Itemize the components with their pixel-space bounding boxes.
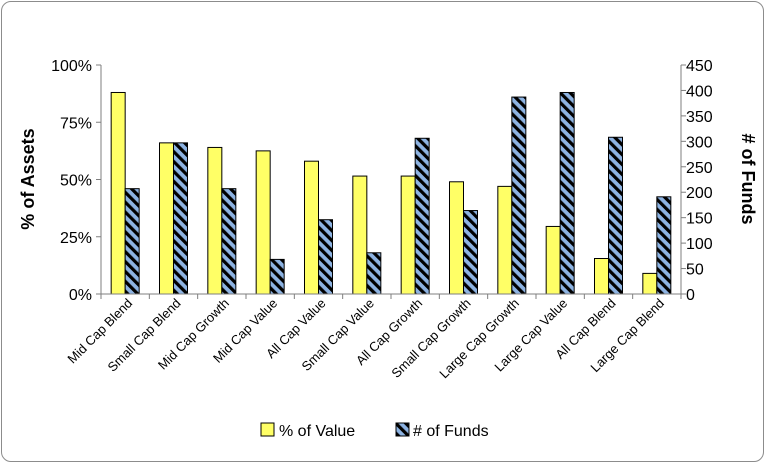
bar-value-9 (545, 225, 561, 295)
bar-funds-2 (221, 188, 237, 295)
bar-value-11 (642, 272, 658, 295)
axes-layer (100, 65, 682, 299)
bar-value-8 (497, 185, 513, 295)
bar-funds-8 (511, 96, 527, 295)
right-tick-label-2: 100 (686, 236, 713, 253)
bar-funds-1 (173, 142, 188, 295)
bar-value-6 (400, 175, 416, 295)
bar-funds-0 (124, 188, 140, 295)
bars-layer (110, 91, 672, 295)
right-tick-label-1: 50 (686, 262, 704, 279)
right-axis-title: # of Funds (738, 134, 758, 225)
legend-swatch-value (260, 422, 275, 437)
bar-value-3 (255, 150, 271, 295)
right-tick-label-6: 300 (686, 134, 713, 151)
legend-label-funds: # of Funds (413, 423, 489, 440)
legend: % of Value # of Funds (260, 422, 489, 440)
bar-value-10 (594, 258, 609, 295)
right-tick-label-5: 250 (686, 160, 713, 177)
bar-funds-9 (559, 91, 575, 295)
bar-value-1 (159, 142, 174, 295)
bar-value-7 (449, 181, 464, 295)
left-tick-label-4: 100% (51, 58, 92, 75)
bar-funds-4 (318, 219, 333, 295)
bar-funds-5 (366, 252, 382, 295)
bar-value-2 (207, 146, 223, 295)
left-axis-title: % of Assets (18, 128, 38, 229)
right-tick-label-8: 400 (686, 83, 713, 100)
left-tick-label-2: 50% (60, 173, 92, 190)
left-tick-label-1: 25% (60, 230, 92, 247)
bar-value-0 (110, 91, 126, 295)
bar-funds-7 (463, 210, 478, 295)
bar-funds-10 (608, 136, 623, 295)
legend-swatch-funds (395, 422, 410, 437)
bar-value-5 (352, 175, 368, 295)
legend-label-value: % of Value (279, 423, 355, 440)
right-tick-label-4: 200 (686, 185, 713, 202)
right-tick-label-9: 450 (686, 58, 713, 75)
left-axis-ticks: 0% 25% 50% 75% 100% (51, 58, 101, 304)
bar-funds-3 (269, 258, 285, 295)
bar-value-4 (304, 160, 319, 295)
right-axis-ticks: 0 50 100 150 200 250 300 350 400 450 (681, 58, 713, 304)
bar-funds-11 (656, 196, 672, 295)
right-tick-label-3: 150 (686, 211, 713, 228)
left-tick-label-3: 75% (60, 115, 92, 132)
right-tick-label-0: 0 (686, 287, 695, 304)
right-tick-label-7: 350 (686, 109, 713, 126)
left-tick-label-0: 0% (69, 287, 92, 304)
bar-funds-6 (414, 137, 430, 295)
